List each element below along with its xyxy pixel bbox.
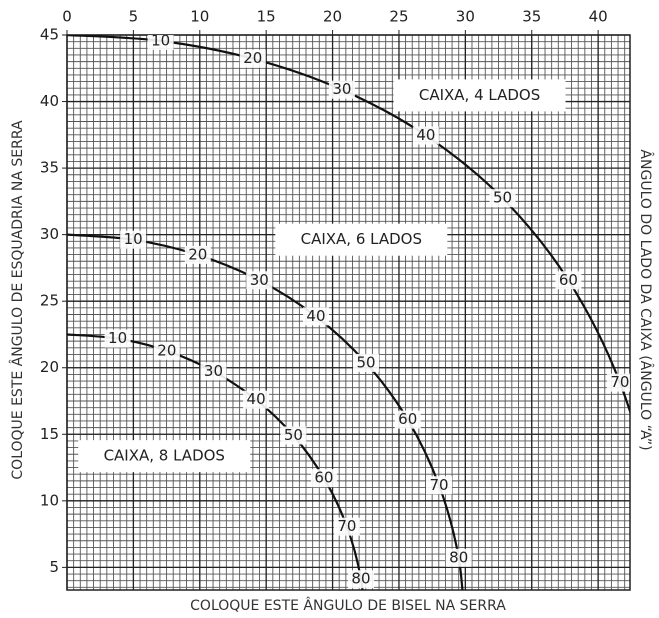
point-label: 50: [284, 426, 303, 444]
point-label: 60: [314, 469, 333, 487]
x-axis-title: COLOQUE ESTE ÂNGULO DE BISEL NA SERRA: [190, 596, 506, 614]
point-label: 50: [493, 189, 512, 207]
point-label-background: [555, 271, 582, 290]
point-label: 70: [337, 517, 356, 535]
series-label: CAIXA, 4 LADOS: [419, 86, 540, 104]
y-tick-label: 15: [40, 425, 59, 443]
y-tick-label: 25: [40, 292, 59, 310]
point-label-background: [333, 517, 360, 536]
point-label-background: [184, 245, 211, 264]
point-label-background: [412, 126, 439, 145]
point-label-background: [328, 80, 355, 99]
point-label-background: [200, 362, 227, 381]
x-tick-label: 0: [62, 8, 72, 26]
x-tick-label: 35: [522, 8, 541, 26]
point-label: 10: [151, 31, 170, 49]
plot-background: [67, 35, 630, 590]
x-tick-label: 15: [257, 8, 276, 26]
point-label-background: [153, 341, 180, 360]
point-label: 70: [610, 373, 629, 391]
y-axis-title: COLOQUE ESTE ÂNGULO DE ESQUADRIA NA SERR…: [8, 120, 26, 480]
y2-axis-title: ÂNGULO DO LADO DA CAIXA (ÂNGULO “A”): [637, 149, 655, 450]
point-label-background: [347, 570, 374, 589]
series-label-box: [275, 223, 448, 256]
point-label-background: [302, 307, 329, 326]
point-label: 40: [416, 126, 435, 144]
point-label: 80: [644, 493, 659, 511]
point-label: 20: [157, 341, 176, 359]
point-label-background: [280, 426, 307, 445]
point-label: 30: [204, 362, 223, 380]
point-label: 60: [398, 410, 417, 428]
point-label: 30: [332, 80, 351, 98]
point-label-background: [394, 410, 421, 429]
point-label-background: [353, 353, 380, 372]
point-label-background: [445, 548, 472, 567]
point-label-background: [640, 494, 659, 512]
y-tick-label: 5: [49, 558, 59, 576]
point-label: 40: [247, 390, 266, 408]
series-label-box: [78, 440, 251, 473]
y-tick-label: 45: [40, 26, 59, 44]
point-label-background: [606, 373, 630, 392]
point-label: 30: [250, 271, 269, 289]
curve: [67, 35, 630, 415]
point-label-background: [310, 469, 337, 488]
series-label: CAIXA, 6 LADOS: [301, 230, 422, 248]
point-label-background: [147, 35, 174, 50]
point-label: 80: [449, 548, 468, 566]
point-label-background: [104, 329, 131, 348]
point-label: 10: [124, 230, 143, 248]
point-label-background: [489, 189, 516, 208]
point-label: 50: [356, 353, 375, 371]
point-label-background: [239, 49, 266, 68]
point-label-background: [120, 230, 147, 249]
y-tick-label: 10: [40, 491, 59, 509]
point-label: 40: [306, 307, 325, 325]
curve: [67, 233, 464, 590]
point-label-background: [246, 271, 273, 290]
x-tick-label: 25: [389, 8, 408, 26]
point-label: 70: [430, 476, 449, 494]
curve: [67, 333, 364, 590]
y-tick-label: 30: [40, 225, 59, 243]
point-label-background: [243, 390, 270, 409]
point-label: 20: [188, 245, 207, 263]
y-tick-label: 35: [40, 159, 59, 177]
point-label: 10: [108, 329, 127, 347]
point-label: 80: [351, 570, 370, 588]
x-tick-label: 20: [323, 8, 342, 26]
series-label-box: [393, 79, 566, 112]
point-label-background: [426, 476, 453, 495]
x-tick-label: 30: [456, 8, 475, 26]
point-label: 20: [243, 49, 262, 67]
series-label: CAIXA, 8 LADOS: [104, 447, 225, 465]
plot-area: 10 20 30 40 50 60 70 80 10 20 30 40 50 60 70 80 10 20 30 40…: [67, 31, 659, 590]
x-tick-label: 5: [129, 8, 139, 26]
plot-frame: [66, 34, 631, 591]
x-tick-label: 10: [190, 8, 209, 26]
point-label: 60: [559, 271, 578, 289]
y-tick-label: 20: [40, 358, 59, 376]
x-tick-label: 40: [589, 8, 608, 26]
y-tick-label: 40: [40, 92, 59, 110]
